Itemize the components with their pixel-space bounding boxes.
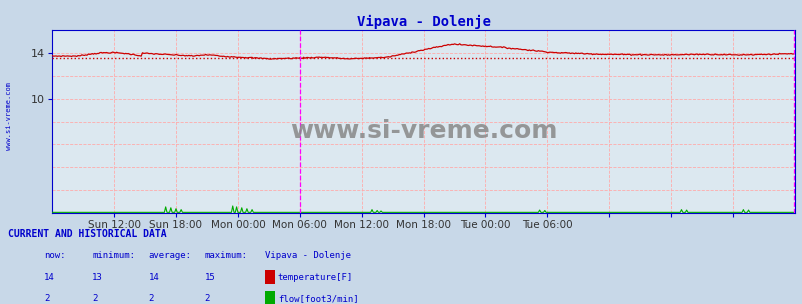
Text: minimum:: minimum: bbox=[92, 251, 136, 261]
Text: 14: 14 bbox=[148, 273, 159, 282]
Text: Vipava - Dolenje: Vipava - Dolenje bbox=[265, 251, 350, 261]
Text: maximum:: maximum: bbox=[205, 251, 248, 261]
Text: 14: 14 bbox=[44, 273, 55, 282]
Text: 13: 13 bbox=[92, 273, 103, 282]
Text: 2: 2 bbox=[205, 294, 210, 303]
Text: flow[foot3/min]: flow[foot3/min] bbox=[277, 294, 358, 303]
Text: average:: average: bbox=[148, 251, 192, 261]
Text: 2: 2 bbox=[44, 294, 50, 303]
Text: 2: 2 bbox=[148, 294, 154, 303]
Text: 2: 2 bbox=[92, 294, 98, 303]
Text: now:: now: bbox=[44, 251, 66, 261]
Text: temperature[F]: temperature[F] bbox=[277, 273, 353, 282]
Text: 15: 15 bbox=[205, 273, 215, 282]
Text: CURRENT AND HISTORICAL DATA: CURRENT AND HISTORICAL DATA bbox=[8, 229, 167, 239]
Text: www.si-vreme.com: www.si-vreme.com bbox=[6, 81, 12, 150]
Title: Vipava - Dolenje: Vipava - Dolenje bbox=[356, 15, 490, 29]
Text: www.si-vreme.com: www.si-vreme.com bbox=[290, 119, 557, 143]
